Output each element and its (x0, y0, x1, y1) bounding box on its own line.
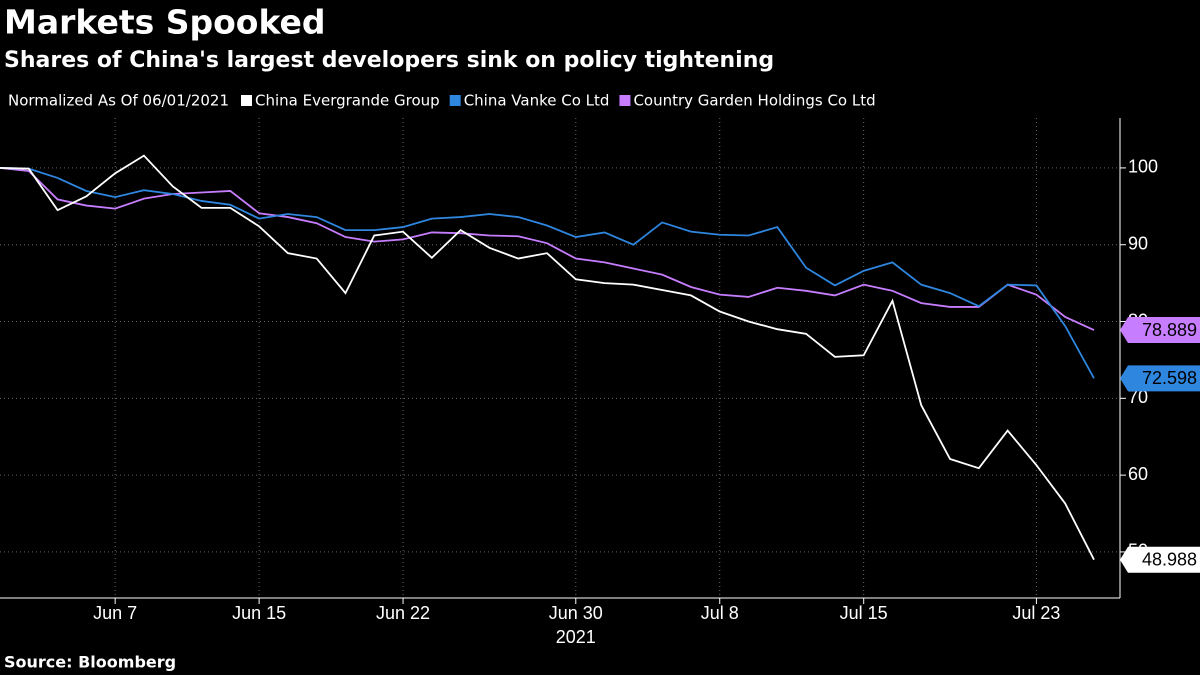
legend-swatch (449, 95, 461, 106)
legend-label: China Vanke Co Ltd (464, 92, 610, 110)
legend-label: Country Garden Holdings Co Ltd (633, 92, 875, 110)
legend-label: China Evergrande Group (255, 92, 440, 110)
value-badge (1120, 546, 1200, 573)
series-line (0, 167, 1095, 379)
x-tick-label: Jul 23 (1012, 603, 1060, 623)
value-label: 48.988 (1142, 549, 1197, 569)
x-tick-label: Jun 22 (376, 603, 430, 623)
series-line (0, 154, 1095, 561)
x-tick-label: Jun 30 (549, 603, 603, 623)
y-tick-label: 90 (1128, 233, 1148, 253)
value-label: 72.598 (1142, 368, 1197, 388)
y-tick-label: 60 (1128, 464, 1148, 484)
legend-swatch (619, 95, 631, 106)
x-tick-label: Jul 15 (840, 603, 888, 623)
value-label: 78.889 (1142, 320, 1197, 340)
x-tick-label: Jul 8 (701, 603, 739, 623)
x-year-label: 2021 (556, 627, 596, 647)
y-tick-label: 100 (1128, 157, 1158, 177)
chart-subtitle: Shares of China's largest developers sin… (4, 48, 774, 73)
legend-swatch (241, 95, 252, 106)
legend-title: Normalized As Of 06/01/2021 (8, 92, 229, 110)
value-badge (1120, 317, 1200, 344)
y-tick-label: 70 (1128, 387, 1148, 407)
x-tick-label: Jun 15 (232, 603, 286, 623)
chart-title: Markets Spooked (4, 3, 326, 42)
x-tick-label: Jun 7 (93, 603, 137, 623)
value-badge (1120, 365, 1200, 392)
source: Source: Bloomberg (4, 653, 176, 672)
